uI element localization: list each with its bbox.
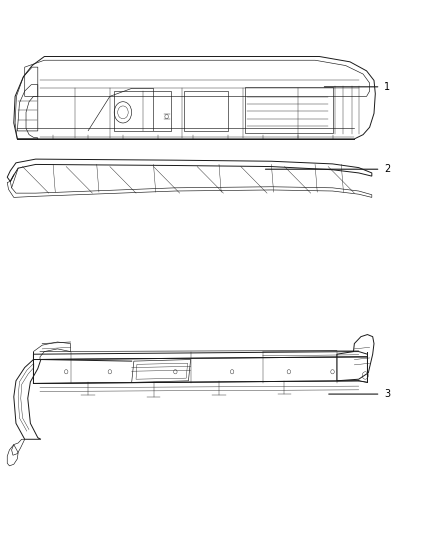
Text: 2: 2 <box>384 164 390 174</box>
Bar <box>245 87 332 133</box>
Text: 1: 1 <box>384 82 390 92</box>
Bar <box>184 91 228 131</box>
Text: 3: 3 <box>384 389 390 399</box>
